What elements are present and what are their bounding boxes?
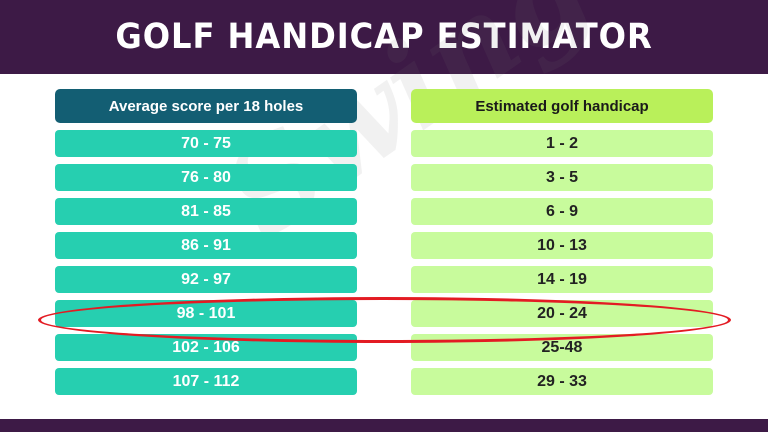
title-banner: GOLF HANDICAP ESTIMATOR <box>0 0 768 74</box>
score-cell: 98 - 101 <box>55 300 357 327</box>
score-cell: 76 - 80 <box>55 164 357 191</box>
handicap-cell: 10 - 13 <box>411 232 713 259</box>
handicap-cell: 6 - 9 <box>411 198 713 225</box>
score-cell: 107 - 112 <box>55 368 357 395</box>
handicap-cell: 1 - 2 <box>411 130 713 157</box>
handicap-column-header: Estimated golf handicap <box>411 89 713 123</box>
handicap-cell: 14 - 19 <box>411 266 713 293</box>
score-cell: 70 - 75 <box>55 130 357 157</box>
page-title: GOLF HANDICAP ESTIMATOR <box>115 17 653 57</box>
handicap-column: Estimated golf handicap 1 - 2 3 - 5 6 - … <box>411 89 713 402</box>
handicap-cell: 29 - 33 <box>411 368 713 395</box>
score-cell: 81 - 85 <box>55 198 357 225</box>
footer-bar <box>0 419 768 432</box>
handicap-cell: 25-48 <box>411 334 713 361</box>
score-column-header: Average score per 18 holes <box>55 89 357 123</box>
score-column: Average score per 18 holes 70 - 75 76 - … <box>55 89 357 402</box>
score-cell: 86 - 91 <box>55 232 357 259</box>
score-cell: 102 - 106 <box>55 334 357 361</box>
handicap-cell: 20 - 24 <box>411 300 713 327</box>
score-cell: 92 - 97 <box>55 266 357 293</box>
handicap-cell: 3 - 5 <box>411 164 713 191</box>
